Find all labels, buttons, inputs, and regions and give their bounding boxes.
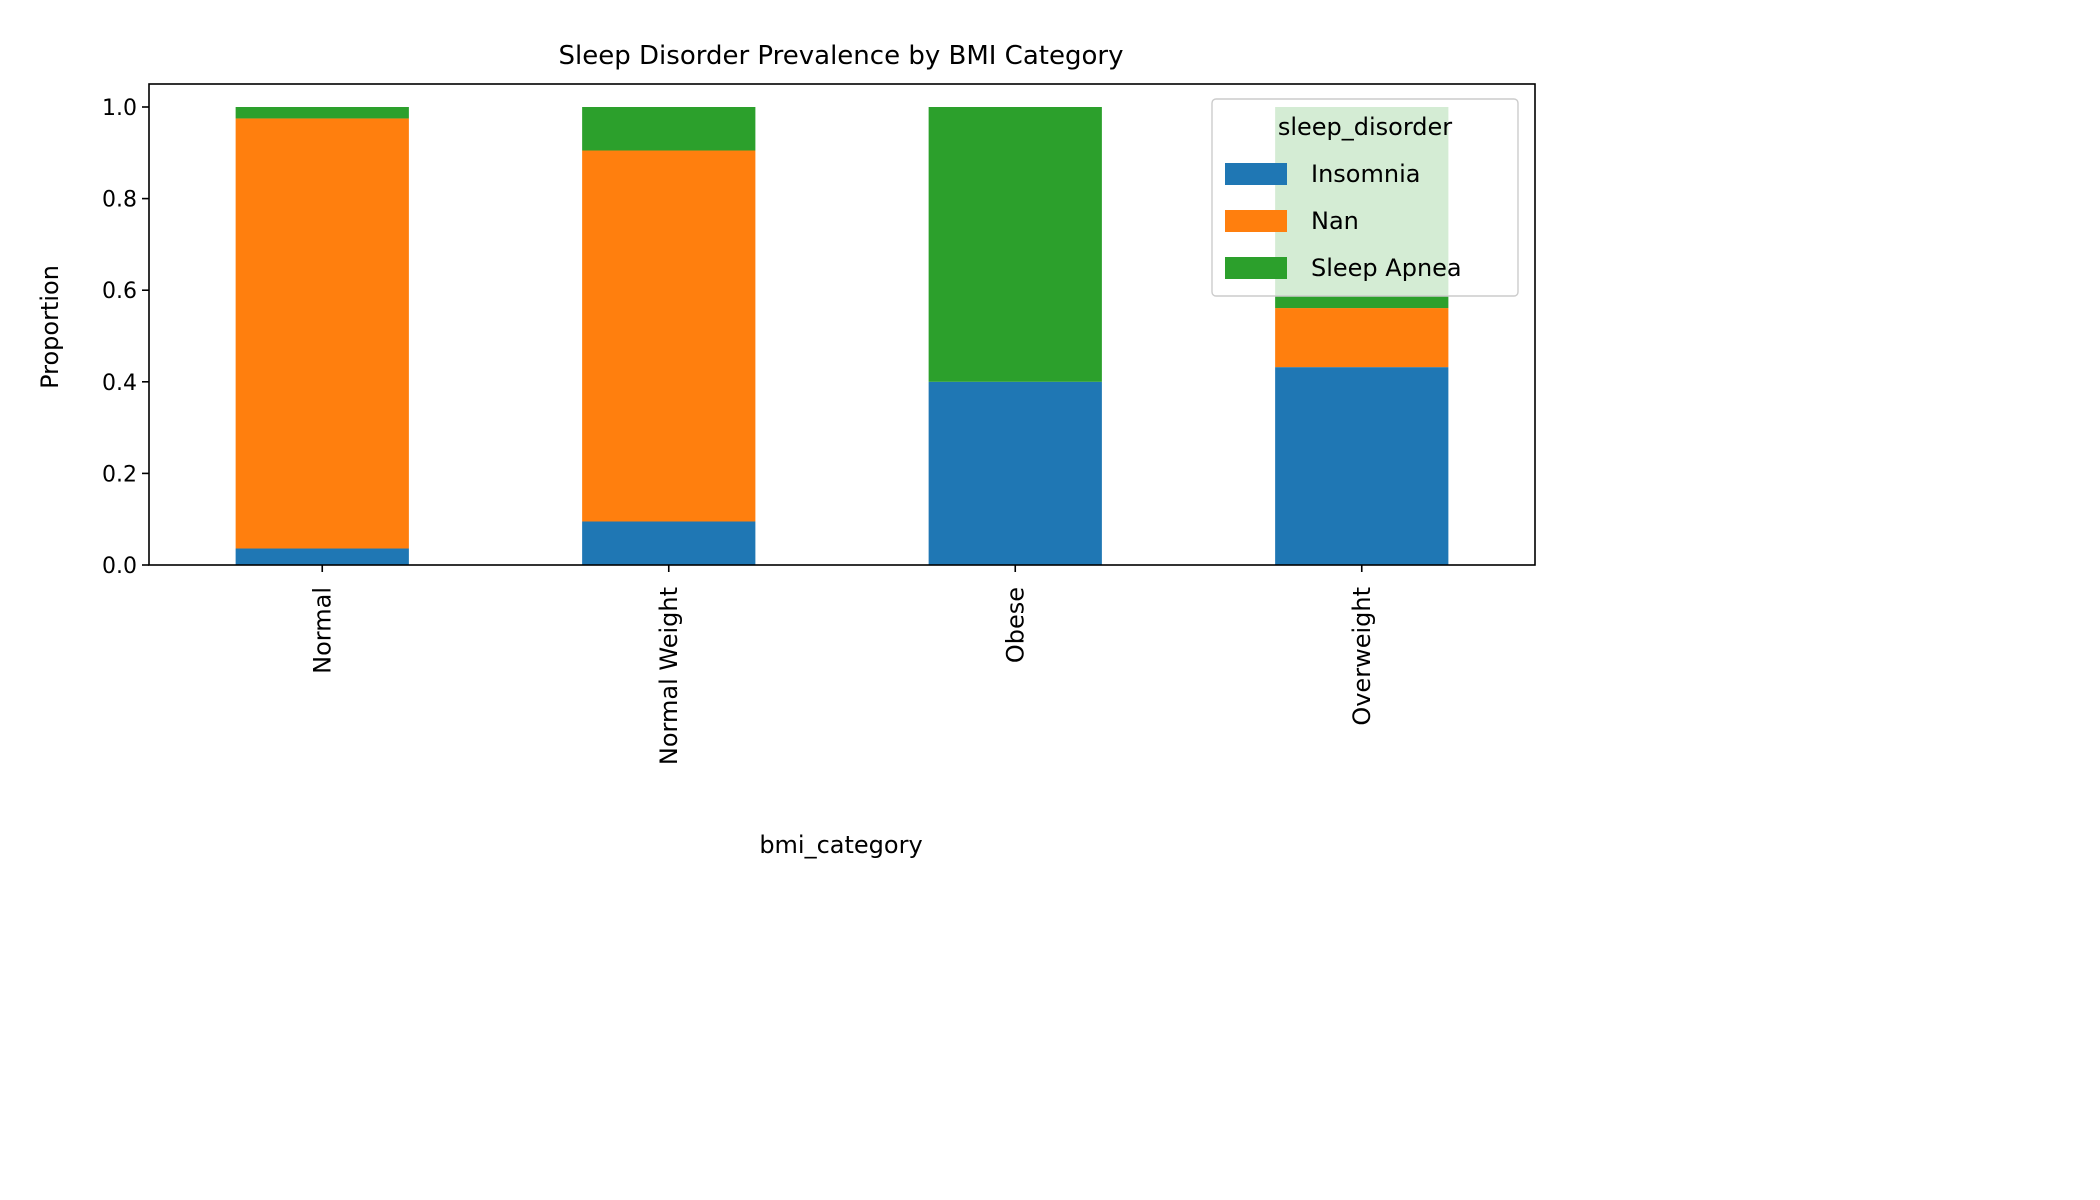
- bar-overweight-nan: [1275, 308, 1449, 368]
- legend-label: Insomnia: [1311, 160, 1420, 188]
- y-axis-label: Proportion: [36, 265, 64, 389]
- legend-swatch: [1225, 210, 1287, 232]
- bar-normal-insomnia: [235, 548, 409, 565]
- x-axis: Normal Normal Weight Obese Overweight: [308, 565, 1376, 765]
- bar-normal-sleep-apnea: [235, 107, 409, 119]
- y-tick-label: 0.0: [102, 554, 137, 579]
- x-tick-label: Overweight: [1348, 587, 1376, 726]
- legend: sleep_disorder Insomnia Nan Sleep Apnea: [1211, 98, 1519, 297]
- bar-obese-sleep-apnea: [928, 107, 1102, 382]
- chart: Sleep Disorder Prevalence by BMI Categor…: [36, 41, 1536, 859]
- y-tick-label: 0.2: [102, 462, 137, 487]
- x-axis-label: bmi_category: [759, 831, 922, 859]
- bar-normal-weight-sleep-apnea: [582, 107, 756, 151]
- legend-swatch: [1225, 257, 1287, 279]
- y-tick-label: 0.4: [102, 371, 137, 396]
- bar-normal-weight-nan: [582, 150, 756, 522]
- plot-frame: [148, 83, 1536, 566]
- bar-overweight-insomnia: [1275, 367, 1449, 565]
- x-tick-label: Obese: [1001, 587, 1029, 663]
- y-tick-label: 0.6: [102, 279, 137, 304]
- legend-label: Sleep Apnea: [1311, 254, 1462, 282]
- x-tick-label: Normal: [308, 587, 336, 674]
- legend-swatch: [1225, 163, 1287, 185]
- legend-title: sleep_disorder: [1278, 113, 1452, 141]
- y-tick-label: 1.0: [102, 96, 137, 121]
- legend-box: [1211, 98, 1519, 297]
- bar-obese-insomnia: [928, 381, 1102, 565]
- chart-title: Sleep Disorder Prevalence by BMI Categor…: [559, 41, 1124, 71]
- y-tick-label: 0.8: [102, 188, 137, 213]
- y-axis: 0.0 0.2 0.4 0.6 0.8 1.0: [102, 96, 149, 579]
- bar-normal-nan: [235, 118, 409, 549]
- legend-label: Nan: [1311, 207, 1359, 235]
- bar-normal-weight-insomnia: [582, 521, 756, 565]
- x-tick-label: Normal Weight: [655, 587, 683, 765]
